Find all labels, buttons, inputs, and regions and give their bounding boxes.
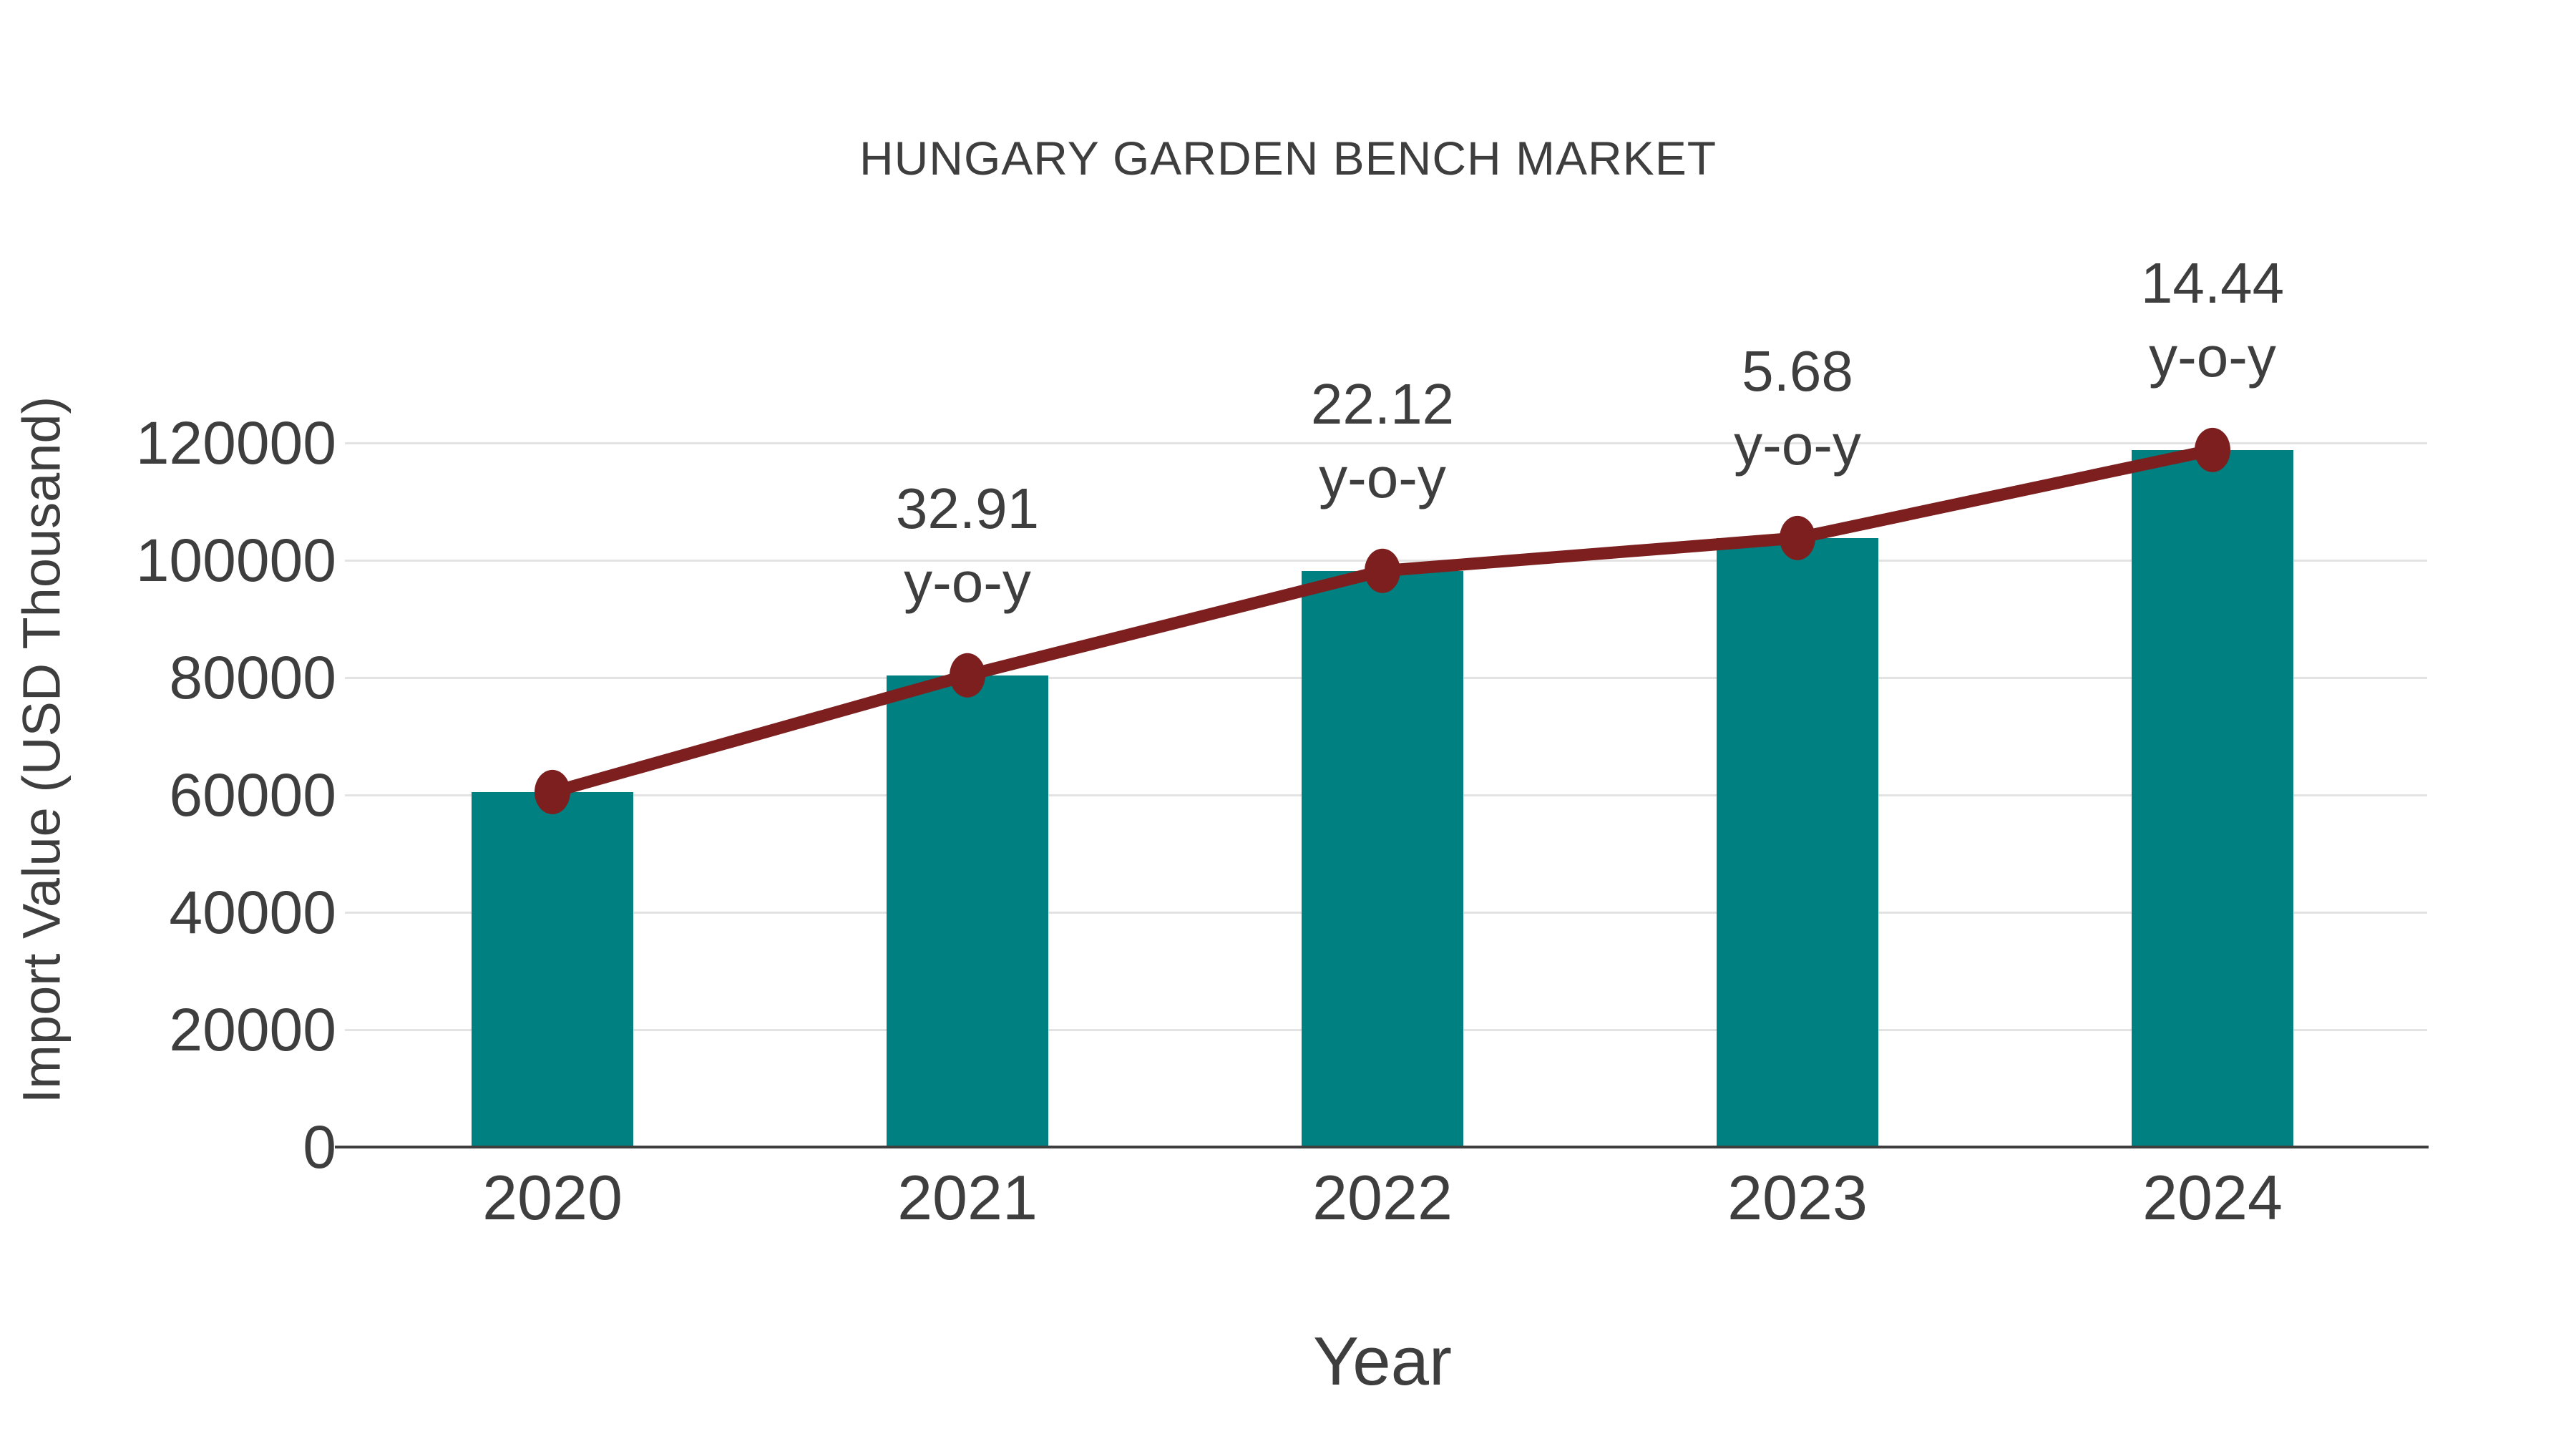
x-tick-label-2022: 2022 (1312, 1162, 1453, 1233)
x-tick-label-2020: 2020 (482, 1162, 623, 1233)
annotation-value-2021: 32.91 (895, 476, 1040, 540)
x-tick-label-2021: 2021 (897, 1162, 1038, 1233)
annotation-suffix-2021: y-o-y (904, 550, 1031, 614)
y-tick-label-60000: 60000 (169, 761, 336, 829)
y-tick-label-80000: 80000 (169, 644, 336, 711)
bar-2021 (887, 675, 1048, 1147)
y-tick-label-20000: 20000 (169, 996, 336, 1063)
y-tick-label-100000: 100000 (135, 527, 336, 594)
bar-2023 (1717, 537, 1878, 1147)
bar-2022 (1302, 570, 1463, 1147)
x-tick-label-2024: 2024 (2142, 1162, 2283, 1233)
chart-title: HUNGARY GARDEN BENCH MARKET (859, 132, 1717, 185)
bar-2024 (2132, 449, 2293, 1147)
y-tick-label-40000: 40000 (169, 879, 336, 946)
x-axis-title: Year (1313, 1323, 1452, 1400)
bar-2020 (472, 791, 633, 1147)
x-tick-label-2023: 2023 (1727, 1162, 1868, 1233)
annotation-value-2023: 5.68 (1742, 338, 1853, 403)
annotation-value-2024: 14.44 (2140, 250, 2285, 315)
gridline-100000 (345, 559, 2427, 562)
annotation-suffix-2024: y-o-y (2149, 324, 2276, 389)
y-tick-label-120000: 120000 (135, 409, 336, 477)
annotation-suffix-2023: y-o-y (1734, 412, 1861, 477)
x-axis-line (335, 1146, 2429, 1148)
annotation-value-2022: 22.12 (1310, 371, 1455, 436)
y-tick-label-0: 0 (303, 1113, 336, 1181)
annotation-suffix-2022: y-o-y (1319, 445, 1446, 509)
gridline-120000 (345, 441, 2427, 444)
